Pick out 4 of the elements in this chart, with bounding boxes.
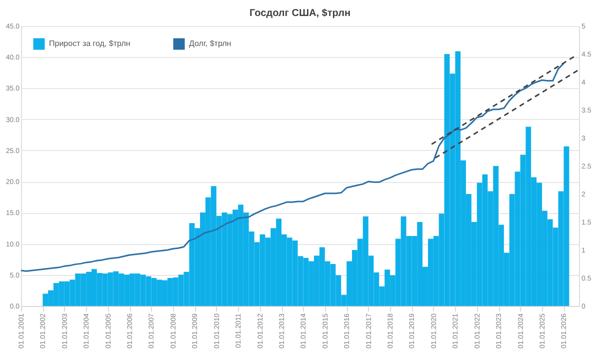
legend-label: Прирост за год, $трлн <box>49 39 130 48</box>
legend-label: Долг, $трлн <box>189 39 232 48</box>
line-series <box>20 62 564 272</box>
chart-title: Госдолг США, $трлн <box>250 8 350 19</box>
